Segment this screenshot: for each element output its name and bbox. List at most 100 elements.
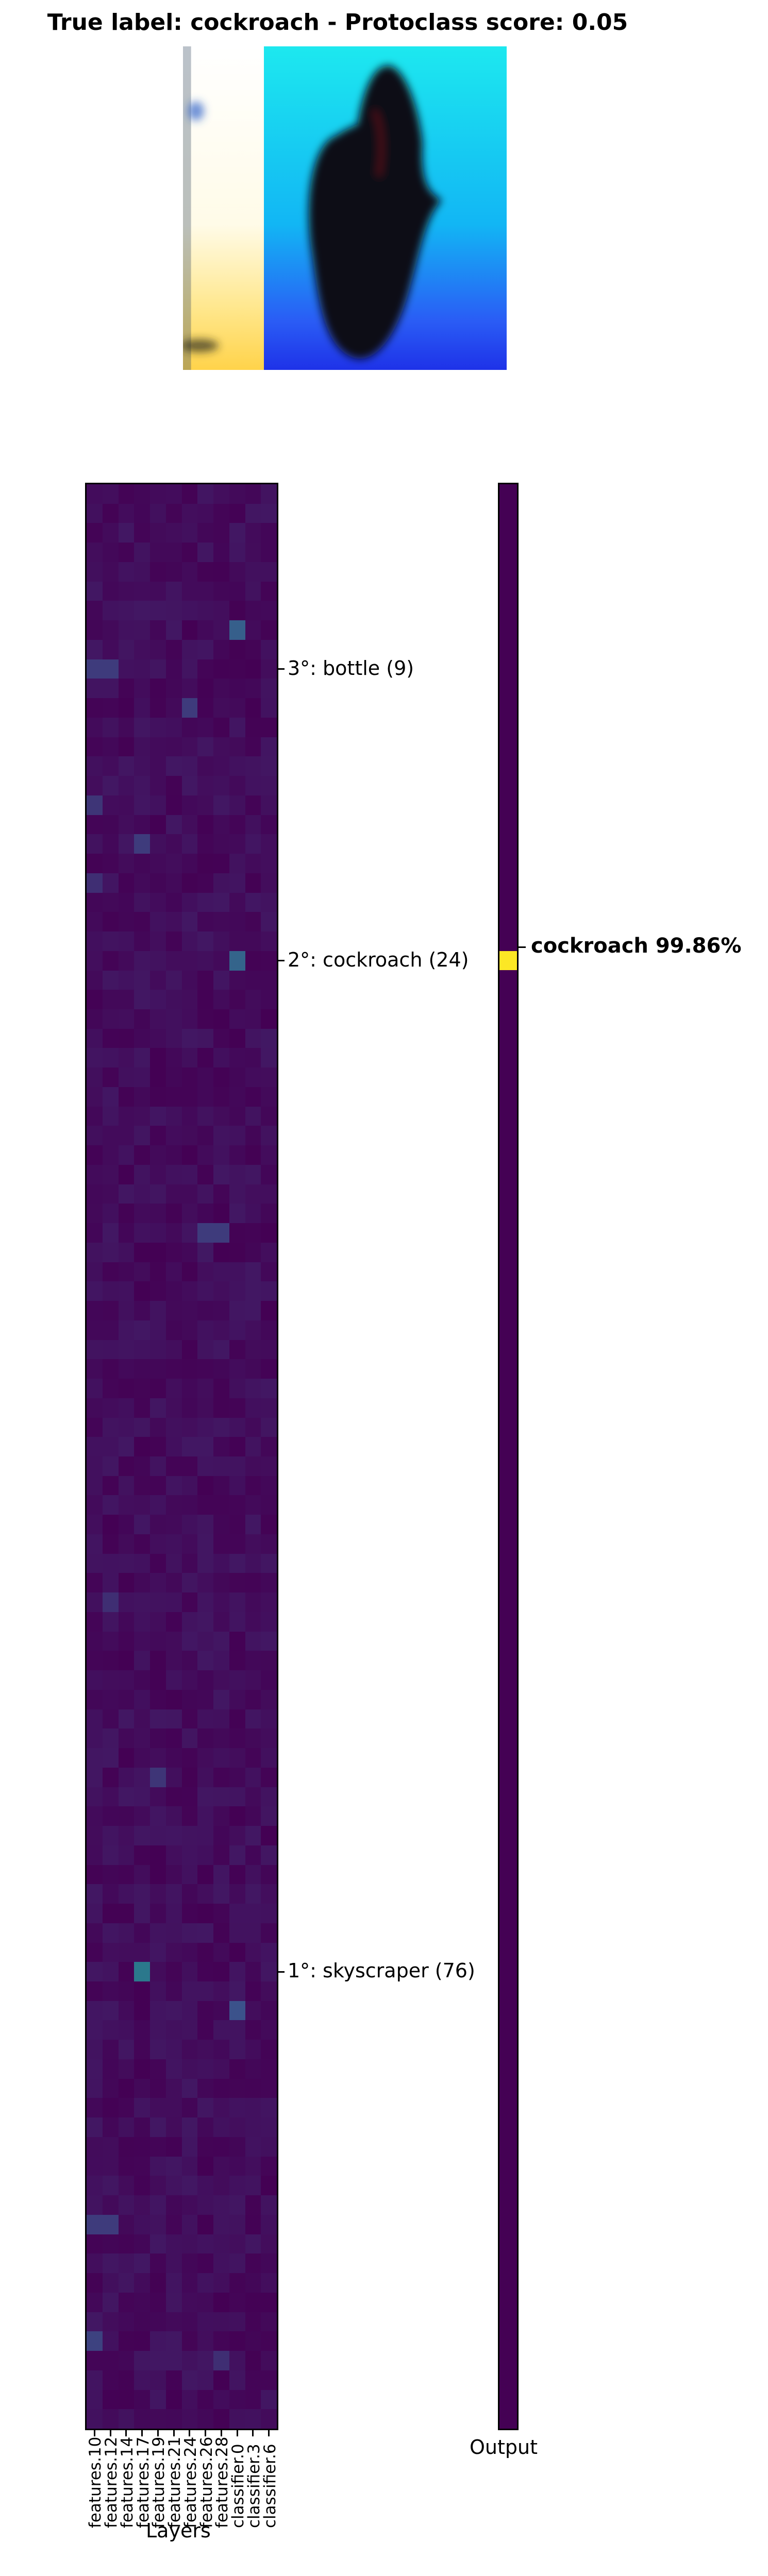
heatmap-cell [102, 1865, 119, 1885]
heatmap-cell [118, 990, 135, 1010]
heatmap-cell [229, 815, 246, 835]
column-tick-mark [268, 2430, 270, 2436]
heatmap-cell [118, 659, 135, 679]
heatmap-cell [181, 1359, 198, 1379]
heatmap-cell [118, 1398, 135, 1418]
heatmap-cell [181, 776, 198, 796]
heatmap-cell [102, 2389, 119, 2410]
heatmap-cell [181, 1923, 198, 1943]
heatmap-cell [181, 2409, 198, 2429]
heatmap-cell [213, 2331, 230, 2351]
heatmap-cell [87, 523, 103, 543]
heatmap-cell [165, 2389, 182, 2410]
heatmap-cell [197, 1106, 214, 1126]
heatmap-cell [165, 1398, 182, 1418]
heatmap-cell [181, 990, 198, 1010]
heatmap-cell [245, 1164, 261, 1185]
heatmap-cell [102, 1962, 119, 1982]
heatmap-cell [165, 1981, 182, 2002]
heatmap-cell [87, 1242, 103, 1263]
heatmap-cell [229, 1612, 246, 1632]
heatmap-cell [102, 717, 119, 738]
heatmap-cell [150, 1126, 166, 1146]
heatmap-cell [213, 1301, 230, 1321]
heatmap-cell [213, 1904, 230, 1924]
heatmap-cell [229, 2176, 246, 2196]
heatmap-cell [165, 1359, 182, 1379]
heatmap-cell [261, 1709, 277, 1729]
heatmap-cell [102, 503, 119, 524]
heatmap-cell [197, 639, 214, 660]
heatmap-cell [181, 620, 198, 640]
heatmap-cell [165, 1340, 182, 1360]
heatmap-cell [165, 659, 182, 679]
heatmap-cell [181, 1164, 198, 1185]
heatmap-cell [181, 2156, 198, 2176]
heatmap-cell [261, 2040, 277, 2060]
heatmap-cell [150, 601, 166, 621]
heatmap-cell [102, 2195, 119, 2215]
heatmap-cell [245, 484, 261, 504]
heatmap-cell [118, 2292, 135, 2313]
heatmap-cell [150, 1087, 166, 1107]
heatmap-cell [213, 1884, 230, 1904]
heatmap-cell [118, 2176, 135, 2196]
heatmap-cell [134, 1301, 151, 1321]
heatmap-cell [197, 1456, 214, 1477]
heatmap-cell [229, 562, 246, 582]
heatmap-cell [181, 2117, 198, 2138]
heatmap-cell [102, 1748, 119, 1768]
heatmap-cell [150, 1048, 166, 1068]
heatmap-cell [134, 1534, 151, 1554]
heatmap-cell [245, 2098, 261, 2118]
heatmap-cell [134, 1904, 151, 1924]
heatmap-cell [261, 2176, 277, 2196]
heatmap-cell [261, 1476, 277, 1496]
heatmap-cell [134, 1806, 151, 1826]
heatmap-cell [102, 1126, 119, 1146]
heatmap-cell [134, 776, 151, 796]
heatmap-cell [213, 484, 230, 504]
heatmap-cell [134, 1787, 151, 1807]
heatmap-cell [150, 1670, 166, 1690]
heatmap-cell [165, 620, 182, 640]
heatmap-cell [261, 1320, 277, 1341]
heatmap-cell [213, 562, 230, 582]
heatmap-cell [87, 892, 103, 912]
heatmap-cell [87, 2292, 103, 2313]
heatmap-cell [165, 2292, 182, 2313]
heatmap-cell [87, 2059, 103, 2079]
heatmap-cell [245, 2389, 261, 2410]
heatmap-cell [150, 854, 166, 874]
heatmap-cell [245, 1281, 261, 1301]
heatmap-cell [229, 2409, 246, 2429]
heatmap-cell [165, 698, 182, 718]
heatmap-cell [213, 1223, 230, 1243]
heatmap-cell [261, 659, 277, 679]
heatmap-cell [134, 1048, 151, 1068]
heatmap-cell [181, 1126, 198, 1146]
heatmap-cell [261, 1787, 277, 1807]
heatmap-cell [134, 698, 151, 718]
heatmap-cell [118, 1145, 135, 1165]
row-tick-mark [278, 668, 285, 670]
heatmap-cell [261, 1126, 277, 1146]
heatmap-cell [87, 2137, 103, 2157]
heatmap-cell [165, 1262, 182, 1282]
heatmap-cell [118, 717, 135, 738]
heatmap-cell [229, 1242, 246, 1263]
heatmap-cell [134, 2234, 151, 2254]
heatmap-cell [87, 1048, 103, 1068]
heatmap-cell [245, 1028, 261, 1049]
heatmap-cell [150, 1223, 166, 1243]
heatmap-cell [118, 679, 135, 699]
heatmap-cell [87, 2214, 103, 2235]
heatmap-cell [134, 2001, 151, 2021]
heatmap-cell [87, 912, 103, 932]
heatmap-cell [102, 1728, 119, 1749]
heatmap-cell [245, 737, 261, 757]
heatmap-cell [245, 2331, 261, 2351]
heatmap-cell [229, 2331, 246, 2351]
heatmap-cell [245, 951, 261, 971]
heatmap-cell [165, 1281, 182, 1301]
